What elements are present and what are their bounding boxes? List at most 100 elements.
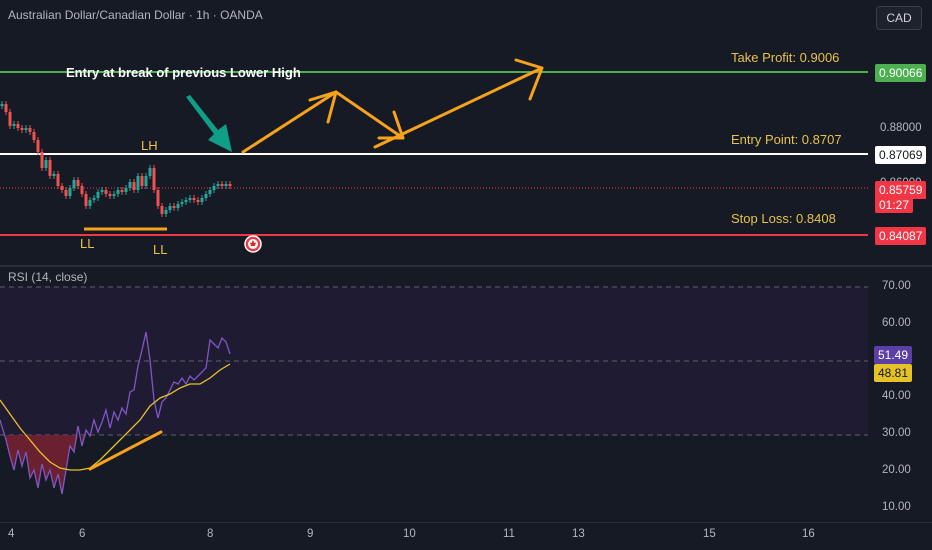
- candle-body: [192, 198, 196, 200]
- candle-body: [156, 190, 160, 206]
- chart-title[interactable]: Australian Dollar/Canadian Dollar · 1h ·…: [8, 8, 263, 22]
- stop-loss-label: Stop Loss: 0.8408: [731, 211, 836, 226]
- candle-body: [212, 186, 216, 190]
- candle-body: [160, 206, 164, 214]
- candle-body: [136, 176, 140, 190]
- candles: [0, 101, 232, 217]
- candle-body: [24, 128, 28, 130]
- entry-point-label: Entry Point: 0.8707: [731, 132, 842, 147]
- candle-body: [180, 202, 184, 204]
- candle-body: [200, 198, 204, 202]
- canada-flag-icon: [244, 235, 262, 253]
- rsi-signal-tag: 48.81: [874, 364, 913, 382]
- candle-body: [132, 182, 136, 190]
- ll-label-1: LL: [80, 236, 95, 251]
- rsi-title[interactable]: RSI (14, close): [8, 270, 88, 284]
- candle-body: [216, 184, 220, 186]
- candle-body: [228, 184, 232, 186]
- candle-body: [92, 198, 96, 200]
- candle-body: [52, 174, 56, 176]
- candle-body: [168, 206, 172, 210]
- candle-body: [40, 152, 44, 168]
- pane-divider[interactable]: [0, 265, 932, 267]
- candle-body: [32, 132, 36, 140]
- currency-button[interactable]: CAD: [876, 6, 922, 30]
- candle-body: [60, 186, 64, 190]
- candle-body: [44, 160, 48, 168]
- candle-body: [80, 186, 84, 194]
- candle-body: [76, 180, 80, 186]
- candle-body: [140, 176, 144, 186]
- candle-body: [188, 198, 192, 200]
- candle-body: [128, 182, 132, 188]
- candle-body: [96, 192, 100, 198]
- rsi-tick-20: 20.00: [882, 464, 911, 476]
- time-tick-10: 10: [403, 528, 416, 540]
- rsi-tick-70: 70.00: [882, 280, 911, 292]
- rsi-signal-line: [0, 363, 231, 471]
- candle-body: [208, 190, 212, 194]
- candle-body: [64, 190, 68, 196]
- candle-body: [20, 128, 24, 130]
- candle-body: [16, 124, 20, 128]
- candle-body: [204, 194, 208, 198]
- entry-tag: 0.87069: [875, 146, 927, 164]
- time-tick-16: 16: [802, 528, 815, 540]
- rsi-value-tag: 51.49: [874, 346, 913, 364]
- candle-body: [0, 104, 4, 106]
- candle-body: [56, 174, 60, 186]
- rsi-line: [0, 331, 231, 495]
- take-profit-tag: 0.90066: [875, 64, 927, 82]
- projection-arrows: [241, 58, 544, 154]
- candle-body: [4, 104, 8, 112]
- candle-body: [68, 188, 72, 196]
- rsi-tick-30: 30.00: [882, 427, 911, 439]
- countdown-tag: 01:27: [875, 197, 914, 213]
- candle-body: [88, 200, 92, 206]
- candle-body: [144, 176, 148, 186]
- time-tick-15: 15: [703, 528, 716, 540]
- candle-body: [148, 168, 152, 176]
- time-tick-8: 8: [207, 528, 214, 540]
- stop-loss-tag: 0.84087: [875, 227, 927, 245]
- candle-body: [12, 124, 16, 126]
- rsi-oversold-fill: [6, 435, 94, 494]
- candle-body: [108, 194, 112, 196]
- last-price-tag: 0.85759: [875, 181, 927, 199]
- time-tick-11: 11: [503, 528, 515, 540]
- candle-body: [196, 200, 200, 202]
- candle-body: [100, 190, 104, 192]
- candle-body: [176, 204, 180, 208]
- candle-body: [112, 194, 116, 196]
- candle-body: [220, 184, 224, 186]
- candle-body: [116, 190, 120, 194]
- candle-body: [28, 128, 32, 132]
- rsi-tick-10: 10.00: [882, 501, 911, 513]
- candle-body: [72, 180, 76, 188]
- candle-body: [224, 184, 228, 186]
- candle-body: [164, 210, 168, 214]
- time-tick-9: 9: [307, 528, 314, 540]
- entry-annotation: Entry at break of previous Lower High: [66, 65, 301, 80]
- rsi-trendline: [88, 430, 163, 471]
- ll-label-2: LL: [153, 242, 168, 257]
- candle-body: [152, 168, 156, 190]
- candle-body: [48, 160, 52, 176]
- time-tick-13: 13: [572, 528, 585, 540]
- candle-body: [120, 190, 124, 192]
- time-tick-6: 6: [79, 528, 86, 540]
- rsi-tick-60: 60.00: [882, 317, 911, 329]
- candle-body: [84, 194, 88, 206]
- take-profit-label: Take Profit: 0.9006: [731, 50, 840, 65]
- rsi-tick-40: 40.00: [882, 390, 911, 402]
- candle-body: [104, 190, 108, 194]
- candle-body: [8, 112, 12, 126]
- candle-body: [124, 188, 128, 192]
- lh-label: LH: [141, 138, 158, 153]
- time-tick-4: 4: [8, 528, 15, 540]
- price-tick-088: 0.88000: [880, 122, 922, 134]
- candle-body: [172, 206, 176, 208]
- teal-arrow: [186, 95, 232, 152]
- time-axis-line: [0, 522, 932, 523]
